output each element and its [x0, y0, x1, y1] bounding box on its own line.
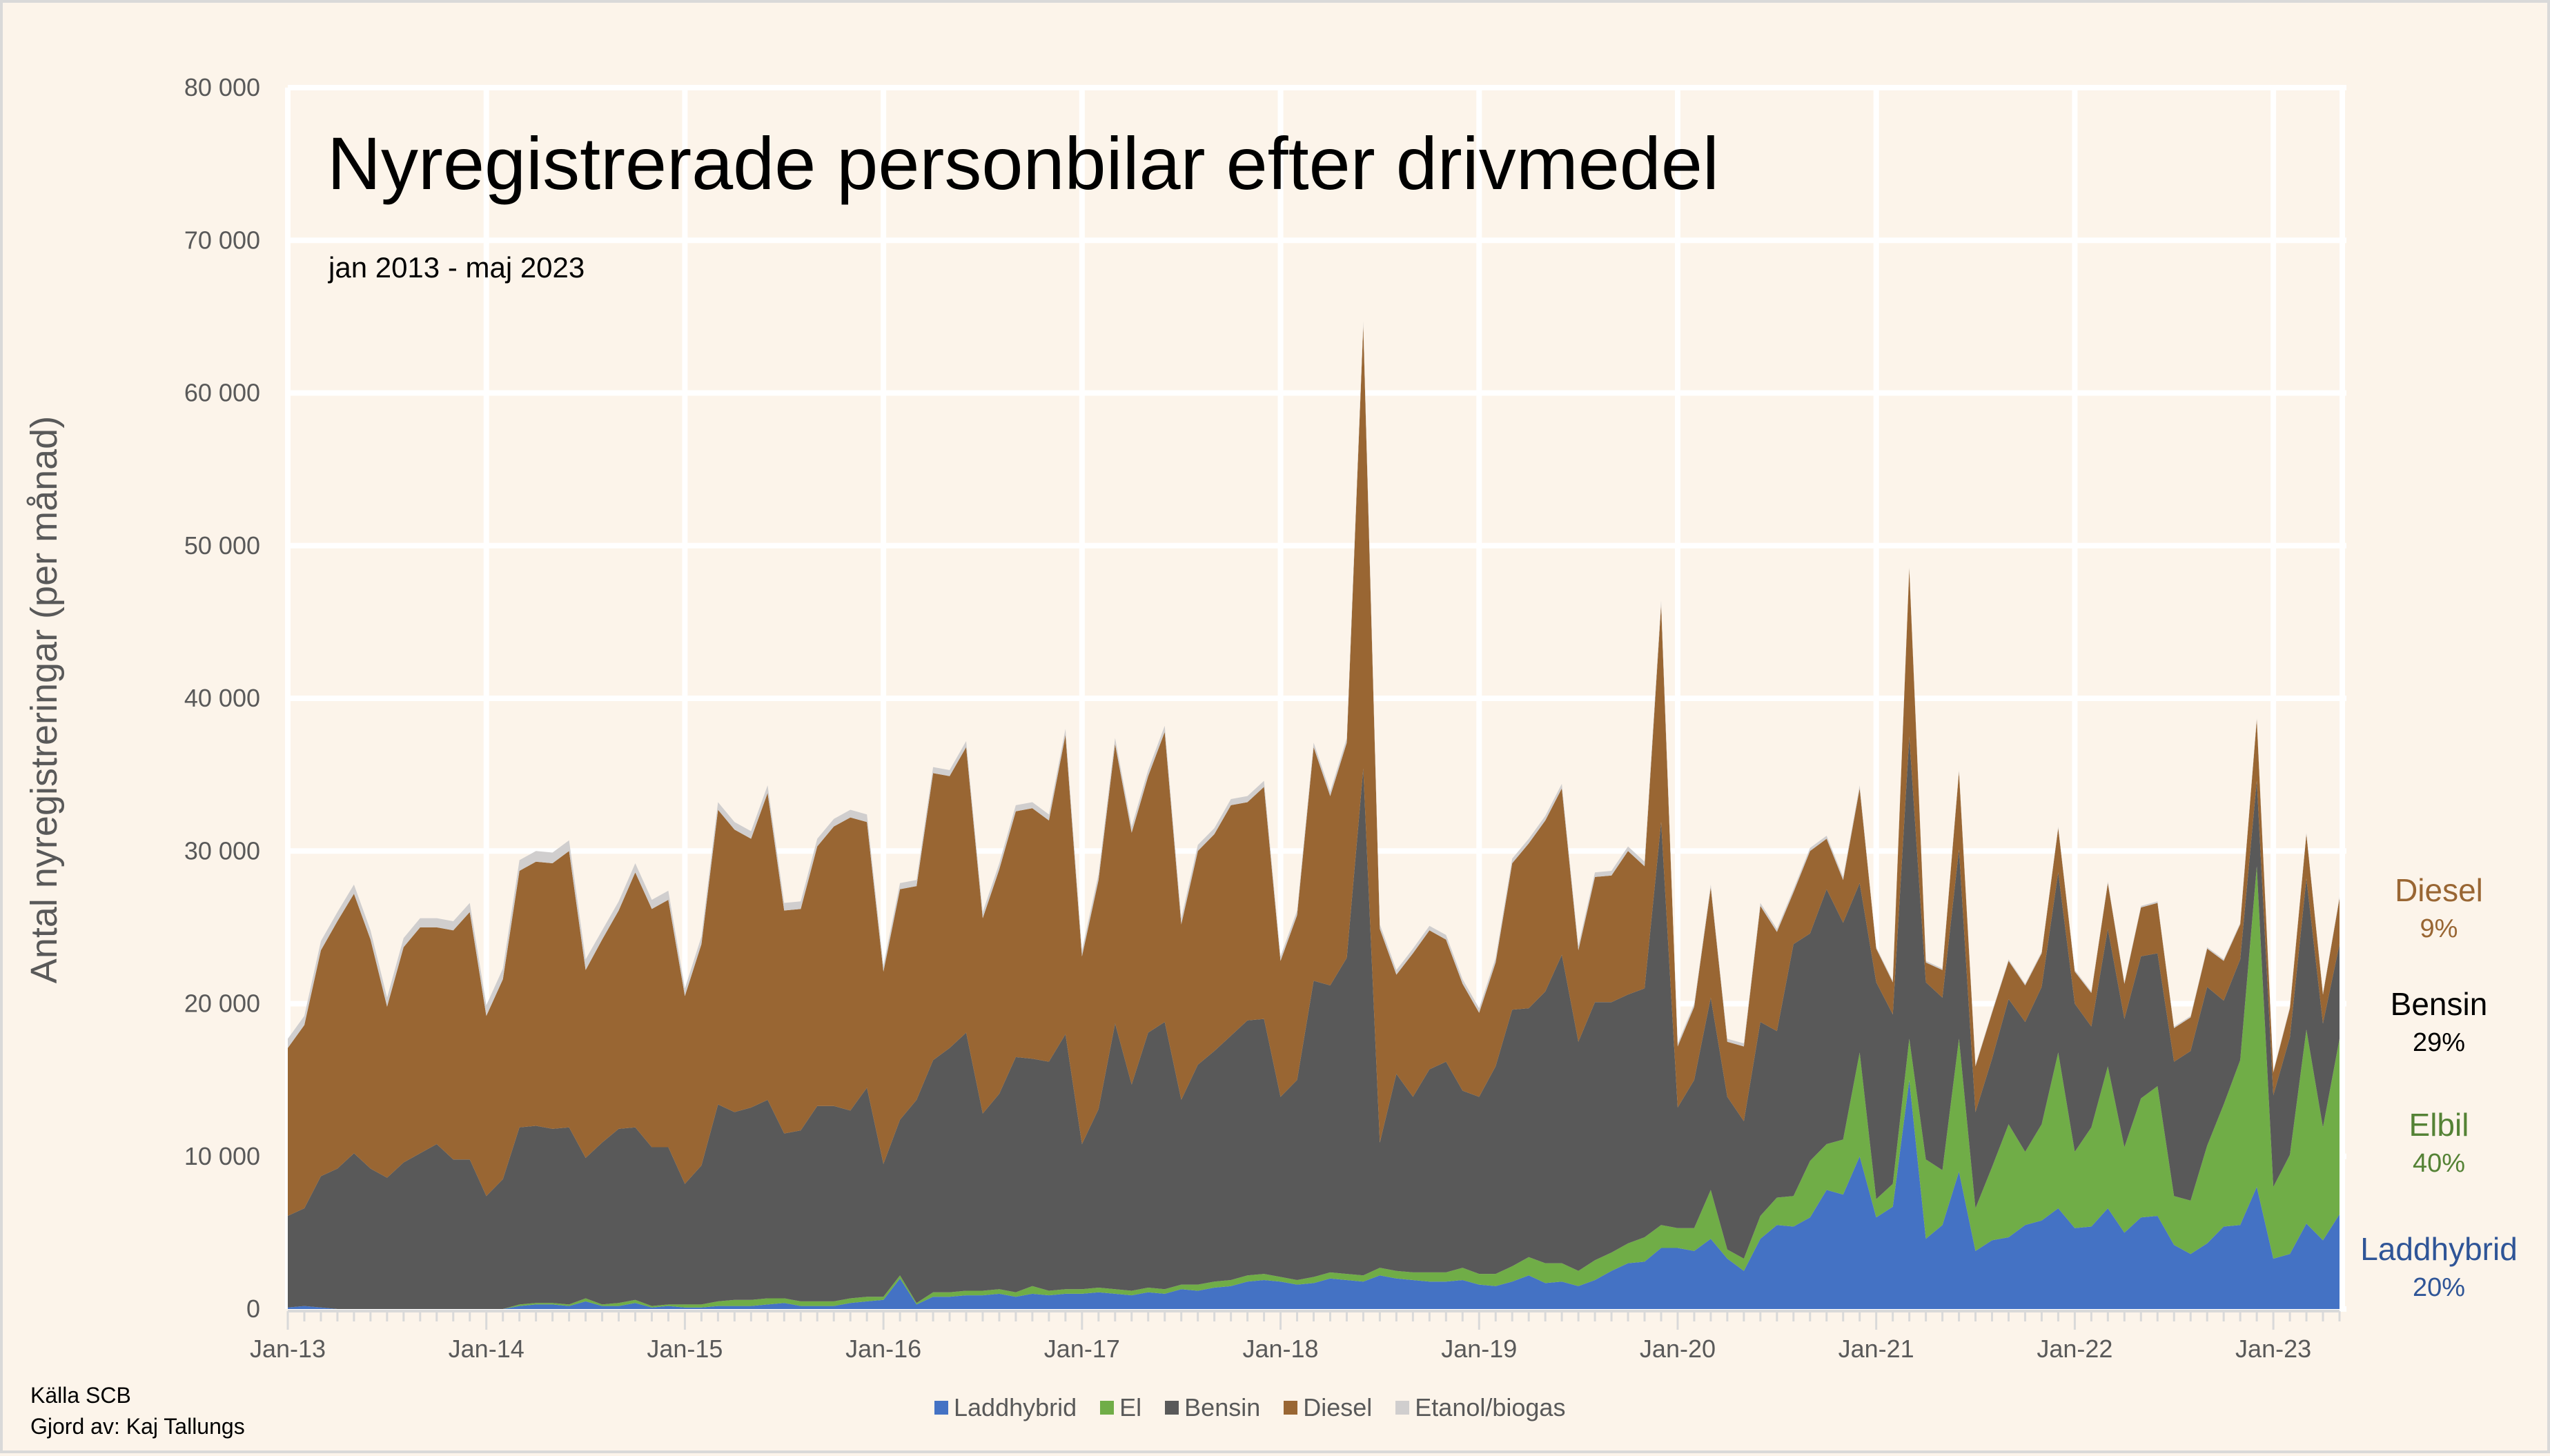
- x-tick-label: Jan-20: [1640, 1335, 1716, 1363]
- chart-subtitle: jan 2013 - maj 2023: [328, 251, 585, 284]
- legend-label: Diesel: [1303, 1393, 1373, 1421]
- legend-item-diesel: Diesel: [1284, 1393, 1372, 1422]
- series-areas: [288, 321, 2340, 1309]
- legend-swatch: [1165, 1401, 1179, 1415]
- legend-swatch: [1284, 1401, 1298, 1415]
- area-bensin: [288, 736, 2340, 1309]
- side-label-name: Bensin: [2390, 986, 2488, 1022]
- side-label-name: Laddhybrid: [2360, 1231, 2518, 1267]
- x-tick-label: Jan-17: [1044, 1335, 1120, 1363]
- legend-item-el: El: [1100, 1393, 1141, 1422]
- legend-label: Bensin: [1184, 1393, 1261, 1421]
- legend-label: Etanol/biogas: [1415, 1393, 1566, 1421]
- legend-swatch: [934, 1401, 948, 1415]
- stacked-area-chart: 0 10 000 20 000 30 000 40 000 50 000 60 000 70 …: [184, 73, 2346, 1363]
- legend-swatch: [1100, 1401, 1115, 1415]
- y-tick-label: 20 000: [184, 990, 260, 1018]
- y-tick-label: 70 000: [184, 226, 260, 254]
- side-label-pct: 9%: [2420, 914, 2458, 944]
- y-tick-label: 80 000: [184, 73, 260, 101]
- x-tick-label: Jan-13: [250, 1335, 326, 1363]
- x-tick-label: Jan-14: [449, 1335, 524, 1363]
- side-label-diesel: Diesel 9%: [2349, 869, 2529, 947]
- y-tick-label: 40 000: [184, 684, 260, 712]
- author-note: Gjord av: Kaj Tallungs: [30, 1414, 245, 1439]
- x-tick-label: Jan-16: [845, 1335, 921, 1363]
- y-tick-label: 0: [246, 1295, 260, 1323]
- y-tick-label: 50 000: [184, 531, 260, 560]
- side-label-pct: 20%: [2412, 1273, 2466, 1303]
- x-tick-label: Jan-22: [2037, 1335, 2112, 1363]
- legend-label: Laddhybrid: [954, 1393, 1077, 1421]
- area-laddhybrid: [288, 1080, 2340, 1309]
- axes: 0 10 000 20 000 30 000 40 000 50 000 60 000 70 …: [184, 73, 2341, 1363]
- x-tick-label: Jan-15: [647, 1335, 723, 1363]
- legend: Laddhybrid El Bensin Diesel Etanol/bioga…: [934, 1393, 1565, 1422]
- x-tick-label: Jan-23: [2235, 1335, 2311, 1363]
- chart-title: Nyregistrerade personbilar efter drivmed…: [327, 121, 1719, 205]
- legend-item-bensin: Bensin: [1165, 1393, 1260, 1422]
- side-label-pct: 40%: [2412, 1149, 2466, 1179]
- y-axis-label: Antal nyregistreringar (per månad): [23, 415, 65, 984]
- legend-swatch: [1395, 1401, 1410, 1415]
- y-tick-label: 30 000: [184, 836, 260, 865]
- legend-item-etanol-biogas: Etanol/biogas: [1395, 1393, 1565, 1422]
- legend-item-laddhybrid: Laddhybrid: [934, 1393, 1077, 1422]
- y-tick-label: 10 000: [184, 1142, 260, 1170]
- area-etanol-biogas: [288, 321, 2340, 1073]
- area-diesel: [288, 326, 2340, 1217]
- side-label-laddhybrid: Laddhybrid 20%: [2349, 1228, 2529, 1306]
- y-tick-label: 60 000: [184, 379, 260, 407]
- side-label-name: Diesel: [2395, 872, 2483, 908]
- side-label-pct: 29%: [2412, 1028, 2466, 1058]
- side-label-name: Elbil: [2409, 1107, 2469, 1143]
- source-note: Källa SCB: [30, 1383, 131, 1408]
- legend-label: El: [1119, 1393, 1142, 1421]
- side-label-elbil: Elbil 40%: [2349, 1103, 2529, 1181]
- x-tick-label: Jan-19: [1441, 1335, 1517, 1363]
- side-label-bensin: Bensin 29%: [2349, 983, 2529, 1061]
- x-tick-label: Jan-18: [1243, 1335, 1319, 1363]
- x-tick-label: Jan-21: [1838, 1335, 1914, 1363]
